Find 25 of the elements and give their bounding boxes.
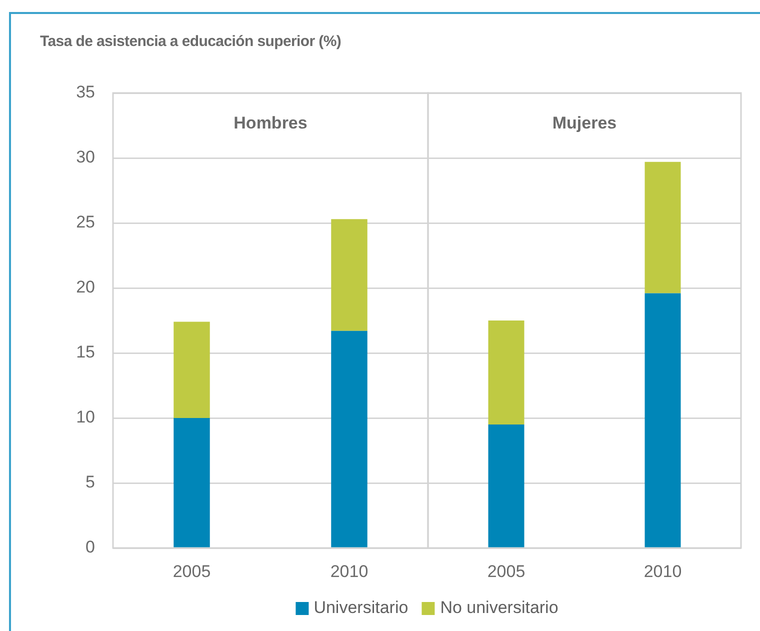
bar [644, 162, 681, 294]
bar [331, 219, 368, 331]
y-tick-label: 35 [76, 82, 95, 102]
bar [174, 322, 210, 418]
y-tick-label: 20 [76, 278, 95, 297]
x-tick-label: 2005 [172, 562, 211, 581]
y-axis-title: Tasa de asistencia a educación superior (%) [40, 33, 342, 50]
legend-label: No universitario [440, 598, 558, 618]
text: Hombres [234, 114, 308, 133]
y-tick-label: 5 [86, 472, 95, 492]
x-tick-label: 2005 [487, 562, 526, 581]
x-tick-label: 2010 [644, 562, 682, 581]
bar [174, 418, 210, 548]
y-tick-label: 0 [86, 538, 95, 557]
y-tick-label: 10 [76, 408, 95, 427]
y-tick-label: 25 [76, 212, 95, 232]
bar [488, 424, 524, 548]
text: Mujeres [552, 114, 617, 133]
legend-label: Universitario [314, 598, 408, 618]
bar [331, 330, 368, 548]
bar [644, 293, 681, 548]
x-tick-label: 2010 [330, 562, 368, 581]
bar [488, 320, 524, 424]
y-tick-label: 30 [76, 148, 95, 167]
y-tick-label: 15 [76, 342, 95, 362]
